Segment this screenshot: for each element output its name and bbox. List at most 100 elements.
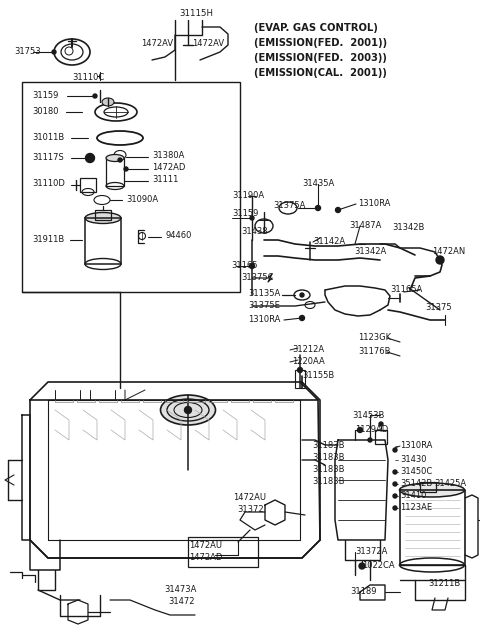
Text: 31135A: 31135A: [248, 289, 280, 298]
Circle shape: [250, 263, 254, 268]
Circle shape: [93, 94, 97, 98]
Circle shape: [393, 470, 397, 474]
Ellipse shape: [160, 395, 216, 425]
Text: 94460: 94460: [165, 232, 192, 240]
Text: 31375A: 31375A: [273, 202, 305, 211]
Bar: [420, 482, 436, 492]
Text: 31183B: 31183B: [312, 466, 345, 474]
Text: 31487A: 31487A: [349, 221, 382, 230]
Ellipse shape: [102, 98, 114, 106]
Text: 31111: 31111: [152, 176, 179, 184]
Text: 1472AV: 1472AV: [192, 39, 224, 48]
Bar: [85, 218, 121, 264]
Text: 30180: 30180: [32, 107, 59, 116]
Circle shape: [250, 216, 254, 220]
Text: (EVAP. GAS CONTROL): (EVAP. GAS CONTROL): [254, 23, 378, 33]
Text: 31753: 31753: [14, 48, 41, 57]
Text: 31165A: 31165A: [390, 286, 422, 294]
Circle shape: [436, 256, 444, 264]
Text: 31425A: 31425A: [434, 480, 466, 488]
Circle shape: [52, 50, 56, 54]
Circle shape: [315, 205, 321, 211]
Bar: [22, 82, 240, 292]
Text: 31438: 31438: [241, 228, 268, 237]
Text: 31110C: 31110C: [72, 74, 104, 83]
Text: 1472AV: 1472AV: [141, 39, 173, 48]
Circle shape: [358, 427, 362, 432]
Text: 1220AA: 1220AA: [292, 357, 325, 366]
Text: 1310RA: 1310RA: [358, 200, 390, 209]
Text: 1472AN: 1472AN: [432, 247, 465, 256]
Text: 31372A: 31372A: [355, 548, 387, 556]
Text: 31090A: 31090A: [126, 195, 158, 205]
Circle shape: [184, 406, 192, 413]
Text: 31911B: 31911B: [32, 235, 64, 244]
Text: 31142A: 31142A: [313, 237, 345, 247]
Text: 1472AD: 1472AD: [152, 163, 185, 172]
Text: (EMISSION(FED.  2003)): (EMISSION(FED. 2003)): [254, 53, 387, 63]
Ellipse shape: [85, 212, 121, 223]
Text: 31380A: 31380A: [152, 151, 184, 160]
Circle shape: [85, 153, 95, 163]
Bar: [295, 370, 305, 388]
Text: (EMISSION(FED.  2001)): (EMISSION(FED. 2001)): [254, 38, 387, 48]
Text: 1310RA: 1310RA: [248, 315, 280, 324]
Text: 31450C: 31450C: [400, 467, 432, 476]
Text: 1472AU: 1472AU: [189, 541, 222, 551]
Text: 31110D: 31110D: [32, 179, 65, 188]
Circle shape: [393, 448, 397, 452]
Circle shape: [124, 167, 128, 171]
Text: 31212A: 31212A: [292, 345, 324, 354]
Text: 1129AD: 1129AD: [355, 425, 388, 434]
Text: 1123GK: 1123GK: [358, 333, 391, 343]
Circle shape: [300, 315, 304, 321]
Circle shape: [359, 563, 365, 569]
Text: 31453B: 31453B: [352, 410, 384, 420]
Ellipse shape: [399, 483, 465, 497]
Text: 31159: 31159: [232, 209, 258, 219]
Text: 31115H: 31115H: [179, 10, 213, 18]
Text: 31342B: 31342B: [392, 223, 424, 233]
Text: 31435A: 31435A: [302, 179, 334, 188]
Text: 31410: 31410: [400, 492, 426, 501]
Bar: [375, 430, 387, 444]
Bar: [80, 178, 96, 192]
Ellipse shape: [106, 155, 124, 162]
Text: 31117S: 31117S: [32, 153, 64, 163]
Bar: [95, 210, 111, 220]
Text: 1310RA: 1310RA: [400, 441, 432, 450]
Bar: [106, 158, 124, 186]
Text: 31011B: 31011B: [32, 134, 64, 142]
Text: 31183B: 31183B: [312, 441, 345, 450]
Circle shape: [336, 207, 340, 212]
Text: 1472AD: 1472AD: [189, 553, 222, 562]
Text: 35142B: 35142B: [400, 480, 432, 488]
Text: 31183B: 31183B: [312, 453, 345, 462]
Circle shape: [379, 422, 383, 426]
Text: 31189: 31189: [350, 588, 376, 597]
Circle shape: [368, 438, 372, 442]
Text: 31211B: 31211B: [428, 579, 460, 588]
Text: 31155B: 31155B: [302, 371, 334, 380]
Text: (EMISSION(CAL.  2001)): (EMISSION(CAL. 2001)): [254, 68, 387, 78]
Text: 31176B: 31176B: [358, 347, 391, 357]
Text: 31372: 31372: [237, 506, 264, 515]
Circle shape: [118, 158, 122, 162]
Text: 31473A: 31473A: [164, 586, 196, 595]
Text: 1123AE: 1123AE: [400, 504, 432, 513]
Text: 31375C: 31375C: [241, 273, 274, 282]
Circle shape: [393, 482, 397, 486]
Circle shape: [393, 494, 397, 498]
Text: 31375E: 31375E: [248, 301, 280, 310]
Text: 31430: 31430: [400, 455, 427, 464]
Text: 31183B: 31183B: [312, 478, 345, 487]
Text: 31375: 31375: [425, 303, 452, 312]
Circle shape: [298, 368, 302, 373]
Circle shape: [300, 293, 304, 297]
Text: 1472AU: 1472AU: [233, 494, 266, 502]
Text: 1022CA: 1022CA: [362, 562, 395, 570]
Text: 31472: 31472: [168, 597, 194, 607]
Text: 31165: 31165: [231, 261, 257, 270]
Text: 31342A: 31342A: [354, 247, 386, 256]
Bar: [188, 537, 258, 567]
